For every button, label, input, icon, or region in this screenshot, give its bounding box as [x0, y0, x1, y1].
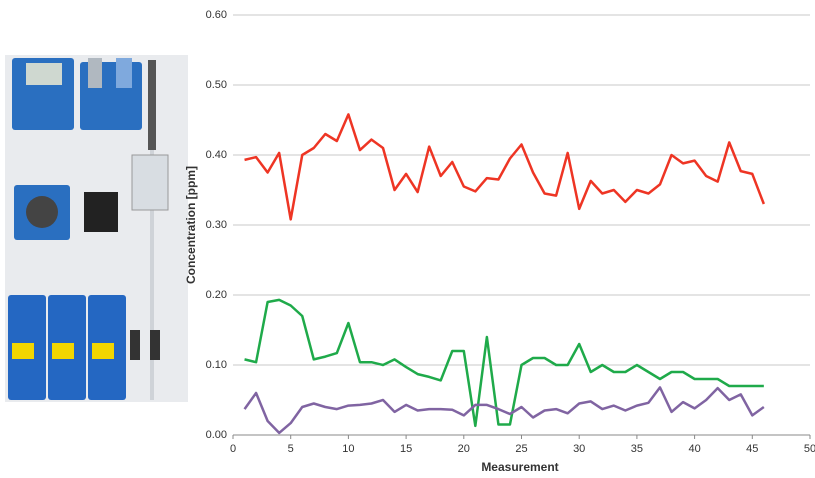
x-tick-label: 45	[746, 443, 758, 455]
y-tick-label: 0.50	[206, 79, 227, 91]
y-tick-label: 0.20	[206, 289, 227, 301]
x-tick-label: 0	[230, 443, 236, 455]
y-axis-label: Concentration [ppm]	[184, 166, 198, 284]
y-tick-label: 0.00	[206, 429, 227, 441]
x-tick-label: 20	[458, 443, 470, 455]
x-tick-label: 5	[288, 443, 294, 455]
x-tick-label: 25	[515, 443, 527, 455]
y-tick-label: 0.10	[206, 359, 227, 371]
x-tick-label: 15	[400, 443, 412, 455]
y-tick-label: 0.30	[206, 219, 227, 231]
x-axis-label: Measurement	[481, 460, 558, 474]
device-photo	[5, 55, 188, 402]
y-tick-label: 0.60	[206, 9, 227, 21]
data-line	[244, 298, 764, 428]
x-tick-label: 35	[631, 443, 643, 455]
y-tick-label: 0.40	[206, 149, 227, 161]
x-tick-label: 30	[573, 443, 585, 455]
x-tick-label: 10	[342, 443, 354, 455]
x-tick-label: 40	[688, 443, 700, 455]
data-line	[244, 113, 766, 221]
data-line	[243, 386, 765, 435]
x-tick-label: 50	[804, 443, 815, 455]
